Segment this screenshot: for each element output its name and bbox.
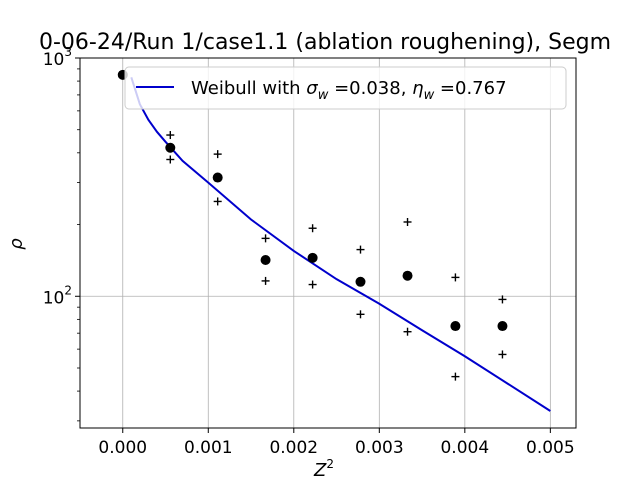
data-point <box>402 270 413 281</box>
x-axis-label: Z2 <box>313 457 334 480</box>
chart-title: 0-06-24/Run 1/case1.1 (ablation rougheni… <box>39 30 611 55</box>
plot-frame <box>79 57 577 429</box>
upper-bound-marker <box>261 234 270 243</box>
upper-bound-marker <box>308 224 317 233</box>
y-tick-label: 103 <box>43 45 72 70</box>
y-axis-ticks: 102 103 <box>43 45 80 422</box>
lower-bound-marker <box>498 350 507 359</box>
legend-sigma-symbol: σ <box>306 78 318 99</box>
upper-bound-marker <box>166 131 175 140</box>
x-tick-label: 0.000 <box>98 438 147 458</box>
x-axis-label-sup: 2 <box>326 457 334 471</box>
legend-eta-symbol: η <box>412 78 423 99</box>
legend: Weibull with σw =0.038, ηw =0.767 <box>124 66 567 110</box>
data-point <box>165 142 176 153</box>
x-axis-ticks: 0.000 0.001 0.002 0.003 0.004 0.005 <box>98 428 575 458</box>
x-tick-label: 0.002 <box>269 438 318 458</box>
upper-bound-marker <box>403 217 412 226</box>
upper-bound-marker <box>213 150 222 159</box>
legend-eta-value: =0.767 <box>434 78 506 99</box>
x-tick-label: 0.003 <box>355 438 404 458</box>
data-point <box>450 321 461 332</box>
legend-label: Weibull with σw =0.038, ηw =0.767 <box>191 78 507 103</box>
data-point <box>307 252 318 263</box>
legend-sigma-value: =0.038, <box>328 78 412 99</box>
legend-sigma-sub: w <box>318 88 329 103</box>
lower-bound-marker <box>403 327 412 336</box>
lower-bound-marker <box>166 155 175 164</box>
x-tick-label: 0.001 <box>184 438 233 458</box>
legend-eta-sub: w <box>424 88 435 103</box>
lower-bound-marker <box>308 280 317 289</box>
y-tick-label: 102 <box>43 283 72 308</box>
lower-bound-marker <box>356 310 365 319</box>
weibull-fit-line <box>130 76 551 412</box>
y-axis-label: ρ <box>6 238 27 250</box>
data-point <box>355 276 366 287</box>
upper-bound-marker <box>356 245 365 254</box>
x-tick-label: 0.004 <box>440 438 489 458</box>
fit-line-layer <box>130 76 551 412</box>
lower-bound-marker <box>261 276 270 285</box>
lower-bound-marker <box>213 197 222 206</box>
x-tick-label: 0.005 <box>526 438 575 458</box>
data-point <box>212 172 223 183</box>
upper-bound-marker <box>451 273 460 282</box>
legend-prefix: Weibull with <box>191 78 306 99</box>
lower-bound-marker <box>451 372 460 381</box>
data-point <box>497 321 508 332</box>
legend-box <box>124 66 567 110</box>
x-axis-label-main: Z <box>313 460 327 480</box>
upper-bound-marker <box>498 295 507 304</box>
data-point <box>260 254 271 265</box>
